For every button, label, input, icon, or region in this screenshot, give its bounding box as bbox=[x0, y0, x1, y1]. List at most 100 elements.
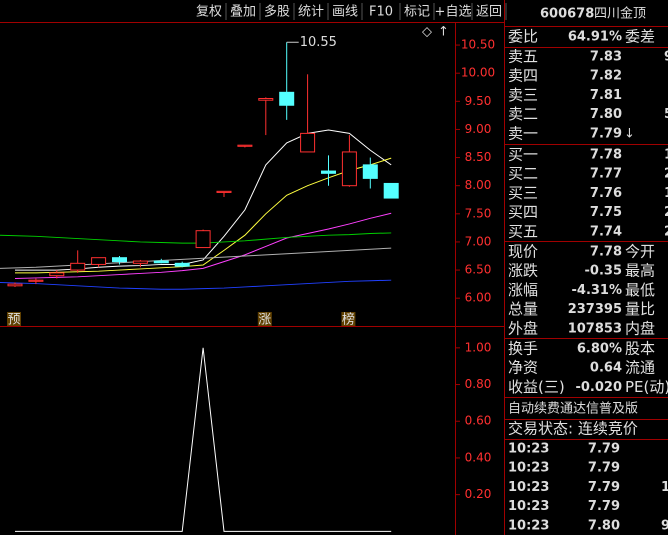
row-value: 7.79 bbox=[590, 126, 622, 141]
tick-volume: 9 bbox=[661, 518, 668, 533]
toolbar-button[interactable]: 复权 bbox=[196, 4, 222, 20]
row-value: 0.64 bbox=[590, 361, 622, 376]
row-label: 卖四 bbox=[508, 67, 538, 85]
candle-body bbox=[195, 230, 211, 249]
row-value: 7.75 bbox=[590, 205, 622, 220]
row-value: 7.80 bbox=[590, 107, 622, 122]
toolbar-button[interactable]: 统计 bbox=[298, 5, 324, 20]
y-tick-label: 9.50 bbox=[465, 94, 492, 108]
candle-body bbox=[258, 98, 274, 101]
toolbar-button[interactable]: +自选 bbox=[435, 5, 472, 20]
tick-time: 10:23 bbox=[508, 461, 549, 476]
row-label: 买三 bbox=[508, 184, 538, 202]
candle-body bbox=[112, 257, 127, 263]
y-tick-label: 7.50 bbox=[465, 206, 492, 220]
row-value: -0.35 bbox=[585, 264, 622, 279]
row-label: 卖一 bbox=[508, 124, 538, 142]
icon-diamond: ◇ bbox=[422, 25, 432, 40]
row-label2: 流通 bbox=[625, 359, 655, 377]
row-value: -4.31% bbox=[572, 283, 623, 298]
toolbar-button[interactable]: 叠加 bbox=[230, 5, 256, 20]
row-volume: 9 bbox=[664, 50, 668, 65]
row-label2: 委差 bbox=[625, 28, 655, 46]
candle-body bbox=[321, 170, 336, 174]
row-label: 买一 bbox=[508, 146, 538, 164]
row-value: -0.020 bbox=[575, 380, 622, 395]
candle-body bbox=[300, 132, 316, 153]
notice: 自动续费通达信普及版 bbox=[508, 402, 638, 417]
stock-name: 四川金顶 bbox=[594, 6, 646, 22]
tick-time: 10:23 bbox=[508, 499, 549, 514]
row-label2: PE(动) bbox=[625, 378, 668, 396]
trade-status: 交易状态: 连续竞价 bbox=[508, 420, 638, 438]
y-tick-label: 0.40 bbox=[465, 450, 492, 464]
toolbar-button[interactable]: 多股 bbox=[264, 4, 290, 20]
candle-body bbox=[7, 283, 23, 287]
row-value: 107853 bbox=[568, 321, 622, 336]
tick-price: 7.79 bbox=[588, 480, 620, 495]
stock-code: 600678 bbox=[540, 7, 594, 22]
row-label: 买五 bbox=[508, 222, 538, 240]
tick-price: 7.80 bbox=[588, 518, 620, 533]
row-value: 6.80% bbox=[577, 342, 622, 357]
candle-body bbox=[49, 272, 65, 277]
toolbar-button[interactable]: 返回 bbox=[476, 5, 502, 20]
row-label: 涨跌 bbox=[508, 262, 538, 280]
tick-volume: 1 bbox=[661, 480, 668, 495]
toolbar-button[interactable]: F10 bbox=[369, 5, 393, 20]
row-label: 外盘 bbox=[508, 319, 538, 337]
row-label: 委比 bbox=[508, 28, 538, 46]
row-value: 7.76 bbox=[590, 186, 622, 201]
row-value: 7.81 bbox=[590, 88, 622, 103]
row-label: 换手 bbox=[508, 340, 538, 358]
toolbar-button[interactable]: 画线 bbox=[332, 5, 358, 20]
y-tick-label: 8.00 bbox=[465, 178, 492, 192]
row-value: 7.78 bbox=[590, 148, 622, 163]
moving-average bbox=[0, 279, 392, 290]
candle-body bbox=[174, 262, 190, 267]
row-label2: 量比 bbox=[625, 300, 655, 318]
y-tick-label: 7.00 bbox=[465, 234, 492, 248]
row-label: 卖三 bbox=[508, 86, 538, 104]
candle-body bbox=[237, 144, 253, 147]
row-value: 7.83 bbox=[590, 50, 622, 65]
y-tick-label: 1.00 bbox=[465, 340, 492, 354]
candle-body bbox=[132, 260, 148, 264]
row-label2: 股本 bbox=[625, 340, 655, 358]
row-label: 买二 bbox=[508, 165, 538, 183]
row-value: 7.77 bbox=[590, 167, 622, 182]
candle-body bbox=[341, 151, 357, 187]
y-tick-label: 6.50 bbox=[465, 263, 492, 277]
row-label2: 内盘 bbox=[625, 319, 655, 337]
y-tick-label: 0.60 bbox=[465, 414, 492, 428]
row-value: 7.78 bbox=[590, 245, 622, 260]
row-value: 237395 bbox=[568, 302, 622, 317]
tick-price: 7.79 bbox=[588, 499, 620, 514]
marker-box bbox=[257, 312, 272, 326]
y-tick-label: 9.00 bbox=[465, 122, 492, 136]
row-label: 卖二 bbox=[508, 105, 538, 123]
row-volume: 20 bbox=[664, 205, 668, 220]
high-label: 10.55 bbox=[300, 35, 337, 50]
candle-body bbox=[91, 257, 107, 265]
row-label: 收益(三) bbox=[508, 378, 565, 396]
row-volume: 5 bbox=[664, 107, 668, 122]
tick-price: 7.79 bbox=[588, 461, 620, 476]
indicator-line bbox=[15, 347, 392, 532]
candle-body bbox=[70, 262, 86, 271]
tick-time: 10:23 bbox=[508, 480, 549, 495]
row-volume: 20 bbox=[664, 167, 668, 182]
y-tick-label: 0.20 bbox=[465, 487, 492, 501]
row-arrow: ↓ bbox=[624, 126, 635, 141]
y-tick-label: 10.50 bbox=[461, 38, 495, 52]
toolbar-button[interactable]: 标记 bbox=[404, 5, 430, 20]
row-label: 总量 bbox=[508, 300, 538, 318]
row-label2: 今开 bbox=[625, 243, 655, 261]
icon-arrow: ↑ bbox=[438, 25, 449, 40]
marker-box bbox=[7, 312, 21, 326]
row-label: 卖五 bbox=[508, 48, 538, 66]
row-volume: 11 bbox=[664, 186, 668, 201]
candle-body bbox=[28, 279, 44, 282]
